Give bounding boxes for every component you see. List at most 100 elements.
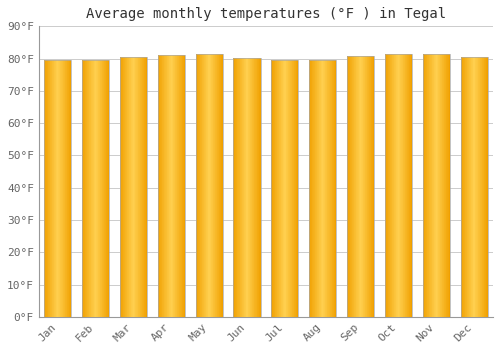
- Bar: [141, 57, 142, 317]
- Bar: [350, 56, 351, 317]
- Bar: [255, 58, 256, 317]
- Bar: [449, 54, 450, 317]
- Bar: [222, 54, 223, 317]
- Bar: [64, 60, 65, 317]
- Bar: [132, 57, 133, 317]
- Bar: [487, 57, 488, 317]
- Bar: [310, 60, 311, 317]
- Bar: [234, 58, 260, 317]
- Bar: [466, 57, 468, 317]
- Bar: [394, 54, 395, 317]
- Bar: [134, 57, 135, 317]
- Bar: [411, 54, 412, 317]
- Bar: [395, 54, 396, 317]
- Bar: [335, 60, 336, 317]
- Bar: [309, 60, 310, 317]
- Bar: [410, 54, 412, 317]
- Bar: [44, 60, 45, 317]
- Bar: [161, 55, 162, 317]
- Bar: [422, 54, 424, 317]
- Bar: [168, 55, 170, 317]
- Bar: [176, 55, 178, 317]
- Bar: [312, 60, 313, 317]
- Bar: [352, 56, 353, 317]
- Bar: [385, 54, 386, 317]
- Bar: [480, 57, 481, 317]
- Bar: [146, 57, 147, 317]
- Bar: [359, 56, 360, 317]
- Bar: [362, 56, 364, 317]
- Bar: [318, 60, 320, 317]
- Bar: [172, 55, 174, 317]
- Bar: [124, 57, 126, 317]
- Bar: [449, 54, 450, 317]
- Bar: [289, 60, 290, 317]
- Bar: [324, 60, 325, 317]
- Bar: [293, 60, 294, 317]
- Bar: [184, 55, 185, 317]
- Bar: [316, 60, 318, 317]
- Bar: [66, 60, 68, 317]
- Bar: [403, 54, 404, 317]
- Bar: [447, 54, 448, 317]
- Bar: [137, 57, 138, 317]
- Bar: [139, 57, 140, 317]
- Bar: [475, 57, 476, 317]
- Bar: [101, 60, 102, 317]
- Bar: [389, 54, 390, 317]
- Bar: [58, 60, 59, 317]
- Bar: [468, 57, 469, 317]
- Bar: [99, 60, 100, 317]
- Bar: [126, 57, 128, 317]
- Bar: [237, 58, 238, 317]
- Bar: [401, 54, 402, 317]
- Bar: [370, 56, 371, 317]
- Bar: [391, 54, 392, 317]
- Bar: [462, 57, 463, 317]
- Bar: [205, 54, 206, 317]
- Bar: [285, 60, 286, 317]
- Bar: [295, 60, 296, 317]
- Bar: [70, 60, 72, 317]
- Bar: [196, 54, 223, 317]
- Bar: [283, 60, 284, 317]
- Bar: [439, 54, 440, 317]
- Bar: [271, 60, 298, 317]
- Bar: [461, 57, 462, 317]
- Bar: [364, 56, 366, 317]
- Bar: [57, 60, 58, 317]
- Bar: [196, 54, 197, 317]
- Bar: [198, 54, 199, 317]
- Bar: [404, 54, 405, 317]
- Bar: [444, 54, 445, 317]
- Bar: [60, 60, 61, 317]
- Bar: [48, 60, 49, 317]
- Bar: [428, 54, 429, 317]
- Bar: [396, 54, 397, 317]
- Bar: [236, 58, 237, 317]
- Bar: [257, 58, 258, 317]
- Bar: [133, 57, 134, 317]
- Bar: [207, 54, 208, 317]
- Bar: [445, 54, 446, 317]
- Bar: [44, 60, 72, 317]
- Bar: [249, 58, 250, 317]
- Bar: [82, 60, 84, 317]
- Bar: [84, 60, 86, 317]
- Bar: [107, 60, 108, 317]
- Bar: [93, 60, 94, 317]
- Bar: [167, 55, 168, 317]
- Bar: [430, 54, 431, 317]
- Bar: [392, 54, 393, 317]
- Bar: [360, 56, 361, 317]
- Bar: [387, 54, 388, 317]
- Bar: [271, 60, 272, 317]
- Bar: [388, 54, 389, 317]
- Bar: [479, 57, 480, 317]
- Bar: [216, 54, 218, 317]
- Bar: [96, 60, 97, 317]
- Bar: [211, 54, 212, 317]
- Bar: [53, 60, 54, 317]
- Bar: [405, 54, 406, 317]
- Bar: [242, 58, 243, 317]
